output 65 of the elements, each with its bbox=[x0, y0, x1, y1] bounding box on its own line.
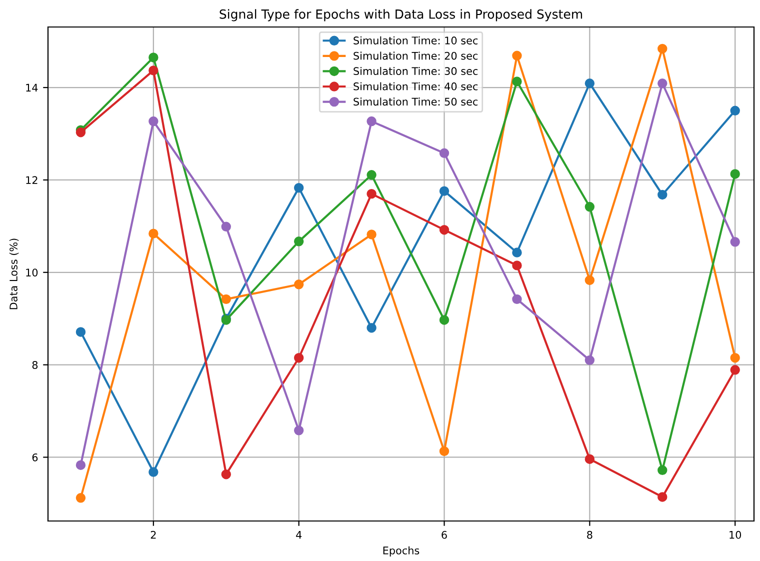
legend-label: Simulation Time: 30 sec bbox=[354, 66, 478, 76]
legend-label: Simulation Time: 50 sec bbox=[354, 98, 478, 106]
legend-label: Simulation Time: 10 sec bbox=[354, 36, 478, 44]
point bbox=[148, 116, 158, 126]
point bbox=[584, 78, 595, 88]
point bbox=[658, 465, 668, 476]
point bbox=[730, 106, 740, 116]
y-tick-label: 8 bbox=[32, 361, 38, 369]
x-tick-label: 10 bbox=[730, 530, 742, 539]
point bbox=[76, 327, 86, 337]
point bbox=[512, 50, 522, 61]
point bbox=[439, 315, 450, 325]
y-tick-label: 12 bbox=[26, 176, 38, 184]
point bbox=[148, 66, 158, 76]
point bbox=[148, 52, 158, 62]
point bbox=[439, 225, 450, 235]
point bbox=[294, 236, 304, 246]
point bbox=[76, 128, 86, 138]
point bbox=[221, 294, 231, 304]
x-axis-title: Epochs bbox=[383, 546, 420, 556]
point bbox=[148, 467, 158, 477]
point bbox=[366, 116, 376, 126]
point bbox=[366, 230, 376, 240]
point bbox=[730, 353, 740, 363]
point bbox=[512, 294, 522, 304]
x-tick-label: 4 bbox=[296, 531, 302, 539]
x-tick-label: 6 bbox=[442, 530, 447, 539]
legend-label: Simulation Time: 20 sec bbox=[354, 52, 478, 60]
point bbox=[294, 426, 304, 436]
point bbox=[439, 186, 450, 196]
x-tick-label: 8 bbox=[587, 530, 592, 539]
point bbox=[730, 237, 740, 247]
point bbox=[658, 190, 668, 200]
x-tick-label: 2 bbox=[150, 530, 156, 539]
point bbox=[584, 275, 595, 286]
point bbox=[658, 78, 668, 88]
point bbox=[584, 202, 595, 212]
point bbox=[512, 76, 522, 86]
point bbox=[294, 353, 304, 363]
point bbox=[221, 222, 231, 232]
y-tick-label: 14 bbox=[26, 84, 38, 92]
y-axis-title: Data Loss (%) bbox=[9, 238, 19, 310]
y-tick-label: 6 bbox=[32, 453, 38, 462]
point bbox=[658, 44, 668, 54]
point bbox=[584, 355, 595, 366]
point bbox=[294, 182, 304, 193]
y-tick-label: 10 bbox=[26, 268, 38, 276]
point bbox=[439, 446, 450, 456]
point bbox=[730, 169, 740, 179]
point bbox=[366, 170, 376, 180]
point bbox=[76, 460, 86, 470]
point bbox=[76, 493, 86, 503]
point bbox=[730, 365, 740, 375]
point bbox=[584, 454, 595, 464]
point bbox=[512, 260, 522, 270]
point bbox=[366, 188, 376, 199]
point bbox=[148, 228, 158, 238]
point bbox=[439, 148, 450, 158]
point bbox=[658, 492, 668, 502]
point bbox=[512, 248, 522, 258]
point bbox=[294, 280, 304, 290]
point bbox=[221, 469, 231, 480]
legend-label: Simulation Time: 40 sec bbox=[354, 82, 478, 90]
point bbox=[366, 322, 376, 333]
chart-title: Signal Type for Epochs with Data Loss in Proposed System bbox=[220, 9, 582, 22]
